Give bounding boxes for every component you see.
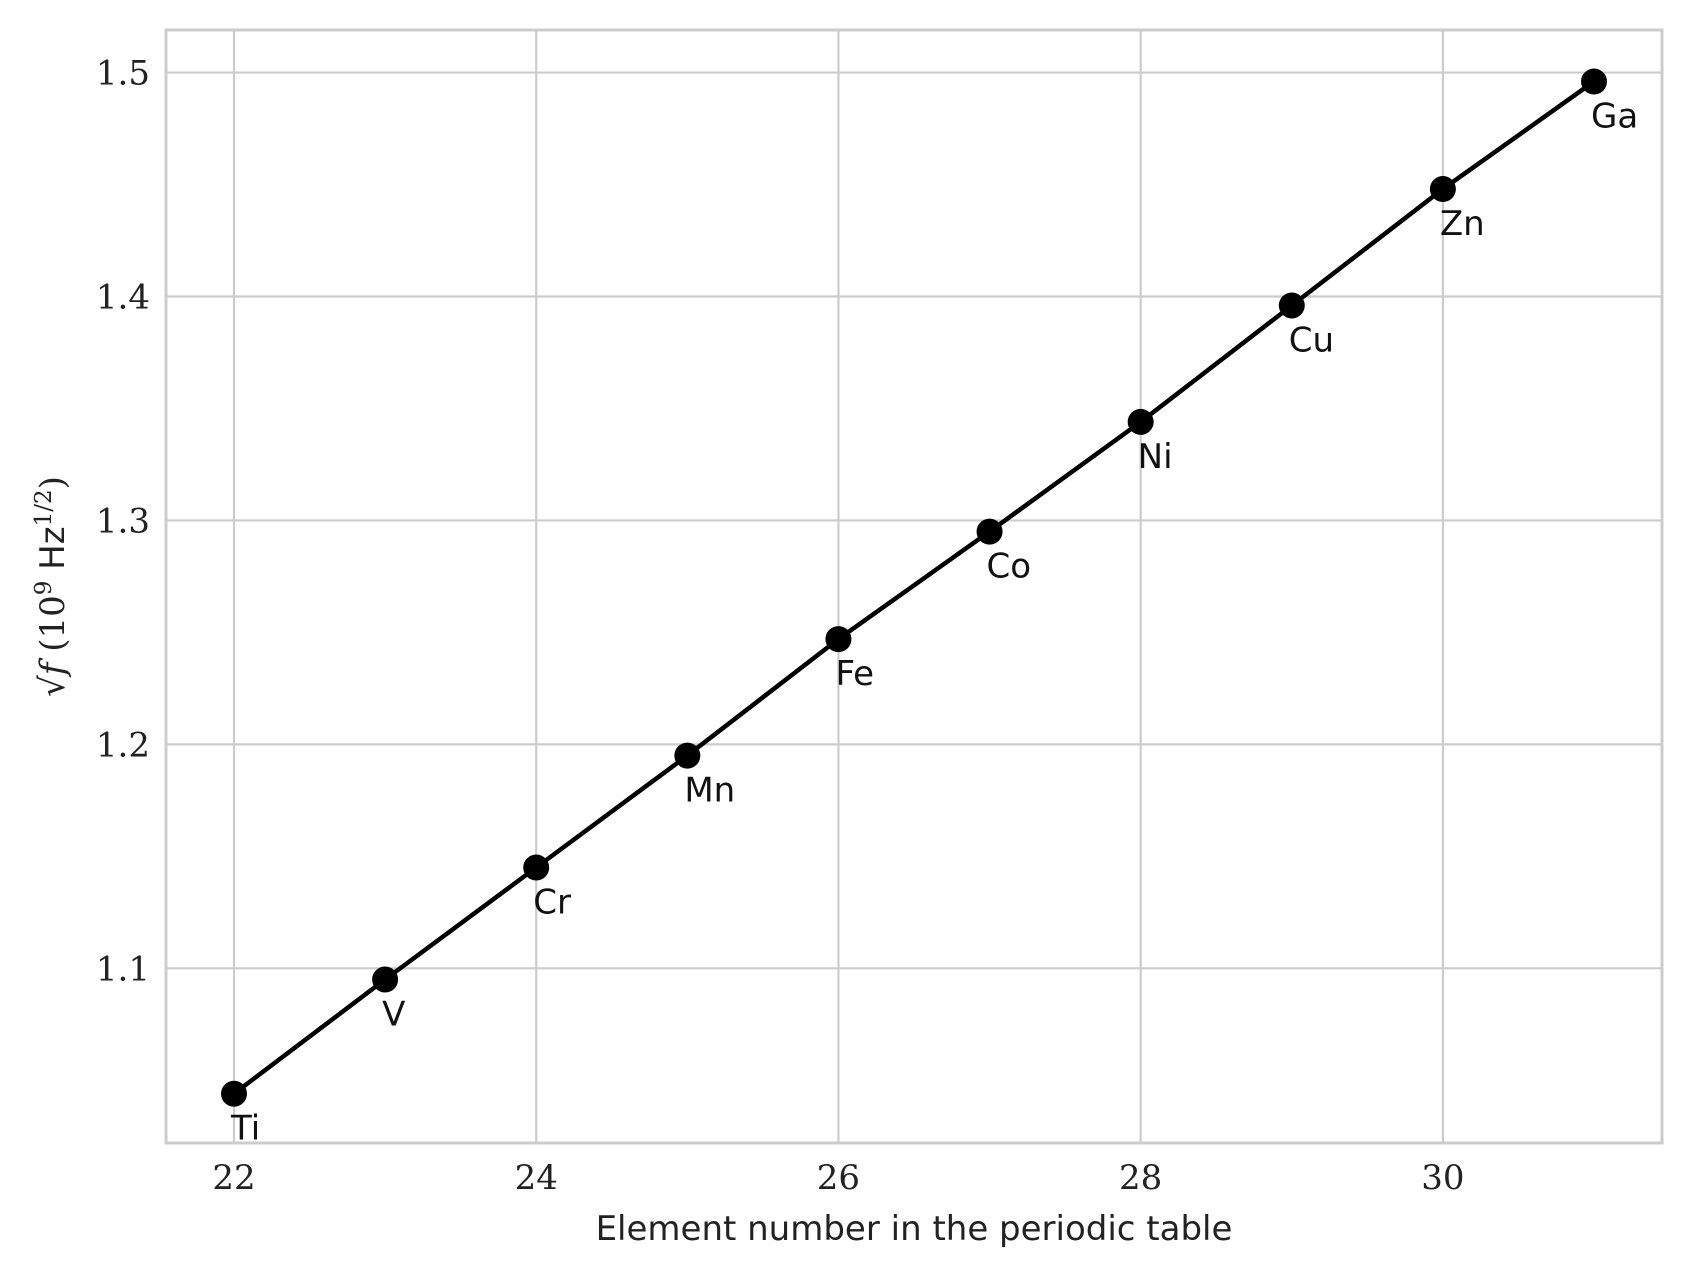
y-tick-label: 1.5 <box>96 54 150 94</box>
data-point-zn <box>1429 176 1456 202</box>
point-label-fe: Fe <box>835 654 874 694</box>
plot-frame <box>164 28 1664 1145</box>
x-tick-label: 22 <box>212 1158 255 1198</box>
data-point-ga <box>1581 68 1607 95</box>
data-point-mn <box>674 742 701 769</box>
data-markers <box>221 68 1607 1107</box>
series-line <box>232 79 1596 1096</box>
y-tick-label: 1.4 <box>96 277 150 317</box>
y-tick-label: 1.1 <box>96 949 150 989</box>
y-tick-label: 1.2 <box>96 725 150 765</box>
x-tick-label: 28 <box>1119 1158 1162 1198</box>
y-axis-title-close: ) <box>33 476 73 489</box>
y-axis-ticks: 1.1 1.2 1.3 1.4 1.5 <box>96 54 150 990</box>
y-axis-title: √f (109 Hz1/2) <box>31 476 73 697</box>
point-label-ti: Ti <box>230 1109 260 1149</box>
x-tick-label: 24 <box>515 1158 558 1198</box>
data-point-ni <box>1127 408 1154 435</box>
data-point-cu <box>1278 292 1305 319</box>
data-point-co <box>976 518 1003 545</box>
point-label-zn: Zn <box>1440 204 1485 244</box>
data-point-ti <box>221 1080 247 1107</box>
data-point-fe <box>825 626 852 653</box>
point-label-co: Co <box>987 547 1032 587</box>
y-axis-title-root: √ <box>33 675 73 697</box>
data-point-cr <box>523 854 550 881</box>
x-axis-ticks: 22 24 26 28 30 <box>212 1158 1464 1198</box>
y-axis-title-unit: Hz <box>33 526 73 580</box>
y-axis-title-unit-exp: 1/2 <box>31 489 57 526</box>
y-axis-title-open: (10 <box>33 595 73 662</box>
x-tick-label: 26 <box>817 1158 860 1198</box>
point-label-ni: Ni <box>1138 437 1173 477</box>
grid <box>166 30 1662 1143</box>
x-axis-title: Element number in the periodic table <box>596 1209 1233 1249</box>
data-point-v <box>372 966 399 993</box>
point-label-cu: Cu <box>1289 320 1334 360</box>
x-tick-label: 30 <box>1421 1158 1464 1198</box>
point-label-v: V <box>382 995 405 1035</box>
y-axis-title-exp: 9 <box>31 581 57 596</box>
y-tick-label: 1.3 <box>96 501 150 541</box>
point-label-mn: Mn <box>684 771 735 811</box>
point-label-cr: Cr <box>533 883 571 923</box>
point-labels: Ti V Cr Mn Fe Co Ni Cu Zn Ga <box>230 97 1638 1149</box>
point-label-ga: Ga <box>1591 97 1638 137</box>
